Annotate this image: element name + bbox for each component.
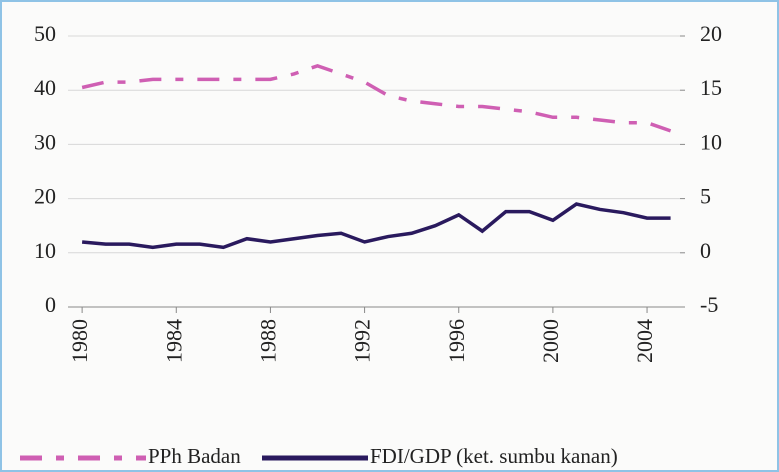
y-tick-label: 50: [34, 21, 56, 46]
x-tick-label: 2004: [632, 319, 657, 363]
x-tick-label: 1996: [444, 319, 469, 363]
y2-tick-label: 20: [700, 21, 722, 46]
y2-tick-label: 15: [700, 75, 722, 100]
x-tick-label: 2000: [538, 319, 563, 363]
y-tick-label: 30: [34, 129, 56, 154]
y2-tick-label: -5: [700, 292, 718, 317]
y2-tick-label: 0: [700, 238, 711, 263]
y-tick-label: 10: [34, 238, 56, 263]
legend-label: FDI/GDP (ket. sumbu kanan): [370, 444, 618, 468]
x-tick-label: 1992: [350, 319, 375, 363]
y2-tick-label: 5: [700, 184, 711, 209]
x-tick-label: 1980: [67, 319, 92, 363]
series-line: [81, 202, 671, 250]
y2-tick-label: 10: [700, 129, 722, 154]
legend-label: PPh Badan: [148, 444, 241, 468]
y-tick-label: 0: [45, 292, 56, 317]
y-tick-label: 20: [34, 184, 56, 209]
x-tick-label: 1984: [161, 319, 186, 363]
x-tick-label: 1988: [255, 319, 280, 363]
y-tick-label: 40: [34, 75, 56, 100]
series-line: [81, 63, 672, 133]
